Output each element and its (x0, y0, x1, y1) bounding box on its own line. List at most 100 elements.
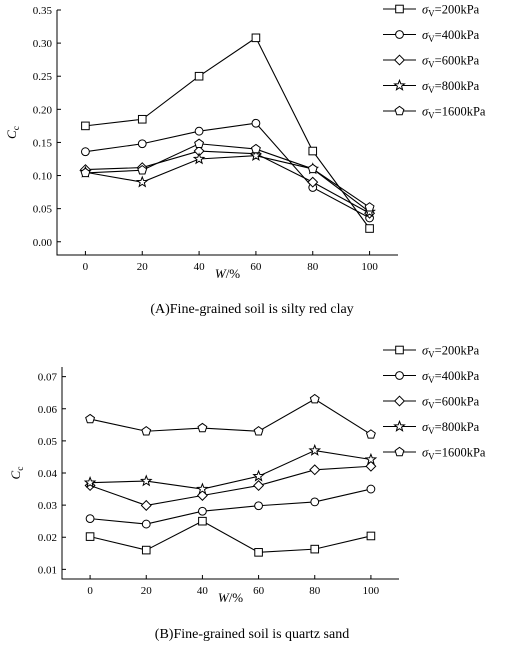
series-2 (85, 484, 376, 529)
data-point (251, 33, 261, 43)
y-tick-label: 0.10 (33, 171, 53, 183)
legend-label: σV=800kPa (422, 420, 480, 436)
x-axis-title: W/% (218, 590, 243, 605)
data-point (364, 202, 375, 212)
data-point (81, 121, 90, 131)
data-point (194, 71, 204, 81)
data-point (84, 480, 96, 492)
data-point (250, 143, 261, 154)
x-tick-label: 40 (194, 261, 206, 273)
legend: σV=200kPa σV=400kPa σV=600kPa σV=800kPa σV=1… (383, 344, 486, 462)
legend-label: σV=400kPa (422, 28, 480, 44)
legend-label: σV=1600kPa (422, 105, 486, 121)
x-tick-label: 20 (137, 261, 149, 273)
legend: σV=200kPa σV=400kPa σV=600kPa σV=800kPa σV=1… (383, 3, 486, 121)
data-point (307, 176, 319, 188)
x-tick-label: 100 (361, 261, 378, 273)
data-point (83, 476, 97, 488)
data-point (85, 413, 96, 424)
x-tick-label: 0 (83, 261, 89, 273)
data-point (365, 429, 376, 439)
data-point (196, 489, 208, 501)
data-point (308, 146, 318, 156)
y-tick-label: 0.00 (33, 237, 53, 249)
x-tick-label: 100 (363, 585, 380, 597)
legend-marker (393, 54, 406, 66)
series-1 (85, 516, 376, 557)
x-tick-label: 60 (250, 261, 262, 273)
data-point (309, 464, 321, 476)
y-tick-label: 0.35 (33, 5, 53, 17)
legend-marker (394, 105, 405, 116)
legend-label: σV=800kPa (422, 79, 480, 95)
data-point (194, 138, 205, 148)
data-point (139, 474, 153, 487)
data-point (253, 426, 264, 436)
x-tick-label: 40 (197, 585, 209, 597)
y-tick-label: 0.05 (38, 436, 58, 448)
legend-marker (395, 345, 404, 355)
data-point (194, 126, 204, 136)
axes-frame (56, 10, 398, 256)
y-tick-label: 0.20 (33, 104, 53, 116)
data-point (198, 506, 207, 516)
data-point (81, 147, 90, 157)
legend-marker (395, 4, 404, 14)
y-tick-label: 0.07 (38, 372, 58, 384)
y-axis-title: Cc (4, 126, 22, 139)
legend-label: σV=600kPa (422, 395, 480, 411)
data-point (137, 139, 147, 149)
axes-frame (61, 367, 399, 580)
legend-label: σV=600kPa (422, 54, 480, 70)
legend-label: σV=400kPa (422, 369, 480, 385)
series-1 (81, 33, 374, 233)
series-5 (80, 138, 375, 212)
legend-marker (393, 78, 406, 91)
chart-panel-1: 0.00 0.05 0.10 0.15 0.20 0.25 0.30 0.35 0 20 40 60 8… (4, 3, 486, 318)
legend-marker (393, 395, 406, 407)
data-point (310, 497, 320, 507)
series-4 (83, 443, 378, 495)
data-point (140, 499, 152, 511)
data-point (366, 484, 376, 494)
x-tick-label: 80 (309, 585, 321, 597)
data-point (308, 443, 322, 456)
data-point (366, 531, 376, 541)
data-point (141, 519, 151, 529)
y-tick-label: 0.02 (38, 532, 57, 544)
y-tick-label: 0.25 (33, 71, 53, 83)
series-3 (84, 460, 377, 511)
series-line (89, 520, 372, 553)
y-tick-label: 0.03 (38, 500, 58, 512)
legend-marker (394, 446, 405, 457)
x-axis-title: W/% (215, 266, 240, 281)
x-tick-label: 0 (87, 585, 93, 597)
data-point (365, 460, 377, 472)
x-tick-label: 60 (253, 585, 265, 597)
data-point (192, 152, 206, 165)
data-point (365, 224, 374, 233)
series-line (90, 488, 372, 525)
data-point (310, 544, 320, 554)
series-5 (85, 393, 376, 439)
data-point (137, 165, 148, 175)
data-point (249, 149, 263, 162)
y-tick-label: 0.04 (38, 468, 58, 480)
legend-marker (393, 419, 406, 432)
y-tick-label: 0.30 (33, 38, 53, 50)
series-4 (79, 149, 376, 218)
series-line (90, 449, 372, 490)
legend-label: σV=200kPa (422, 344, 480, 360)
y-axis-title: Cc (8, 467, 26, 480)
data-point (251, 118, 261, 128)
series-line (85, 122, 370, 219)
series-line (85, 150, 370, 214)
data-point (198, 516, 207, 526)
series-line (89, 465, 371, 507)
chart-caption: (A)Fine-grained soil is silty red clay (150, 302, 353, 317)
data-point (252, 469, 265, 482)
legend-label: σV=1600kPa (422, 446, 486, 462)
chart-panel-2: 0.01 0.02 0.03 0.04 0.05 0.06 0.07 0 20 40 60 80 100… (8, 344, 486, 643)
series-line (85, 37, 371, 229)
